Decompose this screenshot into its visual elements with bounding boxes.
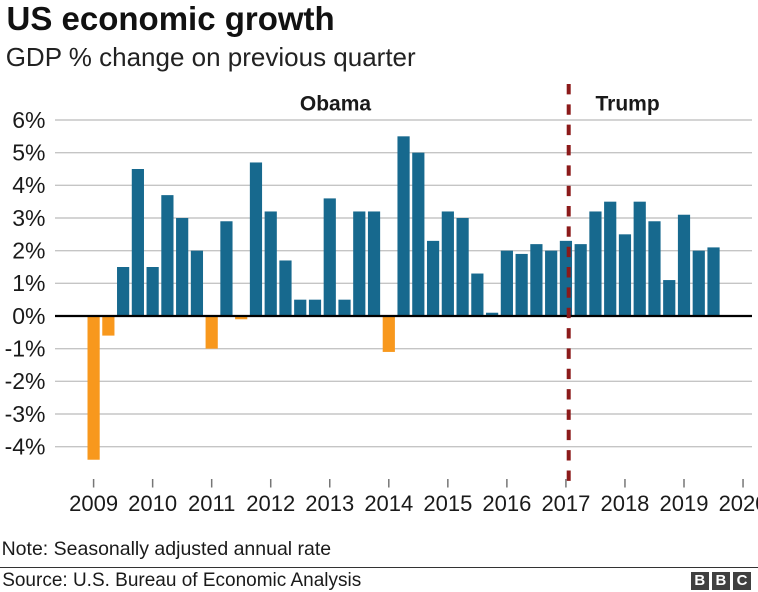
svg-text:2010: 2010 [128,491,177,516]
svg-text:5%: 5% [12,140,45,166]
svg-text:4%: 4% [12,172,45,198]
svg-text:2018: 2018 [600,491,649,516]
svg-text:-1%: -1% [5,336,46,362]
svg-text:2013: 2013 [305,491,354,516]
svg-text:2019: 2019 [660,491,709,516]
svg-text:-4%: -4% [5,434,46,460]
svg-text:0%: 0% [12,303,45,329]
svg-text:Trump: Trump [596,93,660,116]
svg-text:2016: 2016 [482,491,531,516]
svg-text:Obama: Obama [300,93,372,116]
svg-text:2014: 2014 [364,491,413,516]
svg-text:6%: 6% [12,107,45,133]
svg-text:-3%: -3% [5,401,46,427]
svg-text:2%: 2% [12,238,45,264]
svg-text:2015: 2015 [423,491,472,516]
svg-text:2017: 2017 [541,491,590,516]
svg-text:3%: 3% [12,205,45,231]
svg-text:2009: 2009 [69,491,118,516]
svg-text:-2%: -2% [5,368,46,394]
svg-text:2012: 2012 [246,491,295,516]
svg-text:2011: 2011 [188,491,235,516]
svg-text:2020: 2020 [719,491,758,516]
svg-text:1%: 1% [12,270,45,296]
